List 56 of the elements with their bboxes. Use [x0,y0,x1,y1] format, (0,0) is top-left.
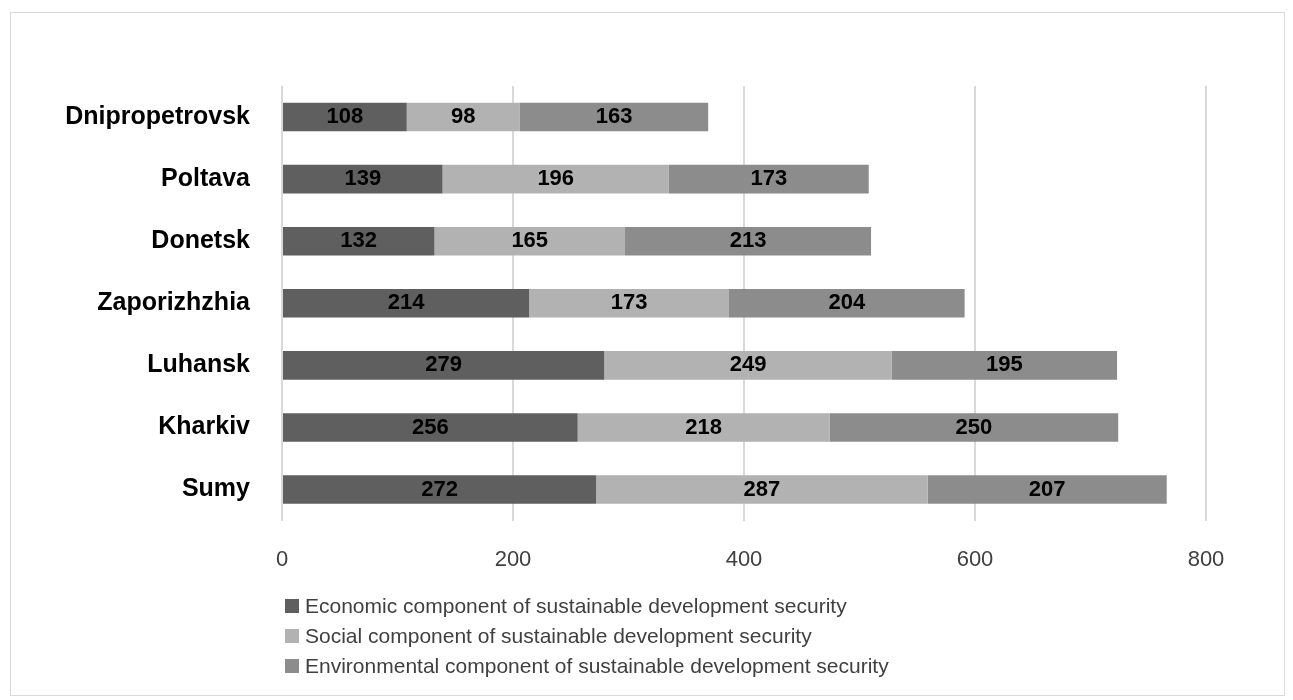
data-label: 279 [425,351,462,377]
bar [442,164,669,194]
bar [283,475,597,504]
x-tick-label: 600 [956,545,994,571]
data-label: 163 [595,103,633,129]
bar [406,102,520,132]
bar [577,413,830,442]
bar [625,226,872,256]
data-label: 272 [421,475,458,501]
bar [668,164,869,194]
bar [434,226,626,256]
bar [283,226,435,256]
bar [829,413,1119,442]
legend-label: Economic component of sustainable development security [305,594,847,618]
data-label: 213 [729,227,767,253]
y-tick-label: Dnipropetrovsk [65,100,251,129]
data-label: 139 [344,165,382,191]
bar [519,102,709,132]
bar [891,351,1118,380]
legend-label: Environmental component of sustainable development security [305,654,889,678]
bar [283,164,443,194]
bar [604,351,892,380]
bar [529,289,729,318]
bar [283,289,530,318]
data-label: 256 [411,413,449,439]
data-label: 207 [1028,475,1066,501]
bar [927,475,1167,504]
y-tick-label: Sumy [181,473,251,502]
y-tick-label: Donetsk [151,225,251,254]
bar [283,351,605,380]
data-label: 165 [511,227,549,253]
data-label: 214 [387,289,426,315]
x-tick-label: 400 [725,545,763,571]
bar [596,475,928,504]
y-tick-label: Poltava [161,163,252,192]
bar [728,289,965,318]
data-label: 195 [986,351,1023,377]
y-tick-label: Luhansk [147,349,251,378]
data-label: 108 [326,103,364,129]
data-label: 173 [750,165,788,191]
data-label: 250 [955,413,993,439]
x-tick-label: 200 [494,545,532,571]
data-label: 204 [828,289,866,315]
legend-label: Social component of sustainable development security [305,624,812,648]
data-label: 173 [610,289,648,315]
x-tick-label: 0 [275,545,289,571]
bar [283,413,578,442]
data-label: 98 [451,103,476,129]
data-label: 287 [743,475,781,501]
data-label: 218 [685,413,722,439]
y-tick-label: Zaporizhzhia [97,287,252,316]
x-tick-label: 800 [1187,545,1225,571]
data-label: 196 [537,165,575,191]
y-tick-label: Kharkiv [158,411,251,440]
data-label: 132 [340,227,378,253]
data-label: 249 [729,351,767,377]
